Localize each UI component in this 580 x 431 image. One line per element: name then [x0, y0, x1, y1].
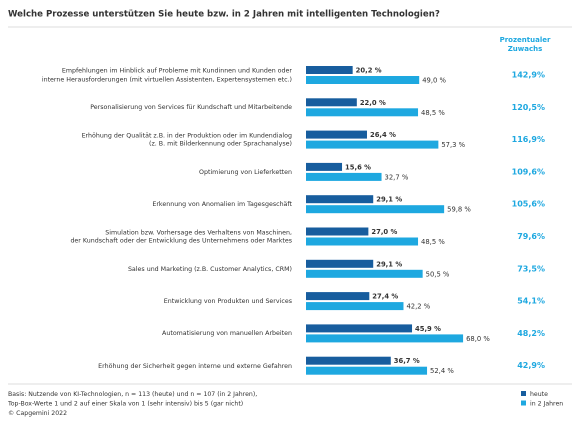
growth-value: 54,1% [517, 297, 545, 306]
value-label: 15,6 % [345, 163, 371, 171]
value-label: 29,1 % [376, 196, 402, 204]
category-label: Automatisierung von manuellen Arbeiten [162, 330, 292, 338]
bar [306, 269, 423, 278]
bar [306, 237, 419, 246]
growth-value: 116,9% [512, 135, 545, 144]
legend-label: in 2 Jahren [530, 401, 563, 408]
category-label: Erhöhung der Sicherheit gegen interne un… [98, 362, 292, 370]
value-label: 57,3 % [441, 141, 465, 149]
bar [306, 98, 357, 107]
value-label: 59,8 % [447, 206, 471, 214]
value-label: 20,2 % [356, 67, 382, 75]
bar [306, 259, 374, 268]
growth-value: 142,9% [512, 71, 545, 80]
growth-value: 48,2% [517, 329, 545, 338]
bar [306, 292, 370, 301]
value-label: 27,4 % [372, 293, 398, 301]
bar [306, 195, 374, 204]
bar [306, 140, 439, 149]
growth-value: 73,5% [517, 264, 545, 273]
bar [306, 108, 419, 117]
category-label: Empfehlungen im Hinblick auf Probleme mi… [41, 67, 292, 84]
value-label: 32,7 % [385, 173, 409, 181]
legend-swatch [521, 391, 526, 396]
bar [306, 76, 420, 84]
value-label: 36,7 % [394, 357, 420, 365]
category-label: Personalisierung von Services für Kundsc… [90, 104, 292, 112]
value-label: 48,5 % [421, 238, 445, 246]
bar [306, 302, 404, 311]
footnote: Top-Box-Werte 1 und 2 auf einer Skala vo… [7, 401, 243, 408]
value-label: 49,0 % [422, 77, 446, 85]
bar [306, 130, 367, 139]
value-label: 26,4 % [370, 131, 396, 139]
bar [306, 334, 464, 343]
category-label: Entwicklung von Produkten und Services [163, 297, 292, 305]
bar [306, 356, 391, 365]
bar [306, 172, 382, 181]
footnote: Basis: Nutzende von KI-Technologien, n =… [8, 391, 257, 398]
bar [306, 162, 343, 171]
category-label: Erkennung von Anomalien im Tagesgeschäft [152, 200, 292, 208]
value-label: 27,0 % [371, 228, 397, 236]
chart-title: Welche Prozesse unterstützen Sie heute b… [8, 10, 440, 20]
category-label: Sales und Marketing (z.B. Customer Analy… [127, 265, 292, 273]
value-label: 42,2 % [406, 303, 430, 311]
bar [306, 66, 353, 74]
value-label: 68,0 % [466, 335, 490, 343]
legend-swatch [521, 400, 526, 406]
value-label: 50,5 % [426, 270, 450, 278]
growth-value: 120,5% [512, 103, 545, 112]
growth-value: 79,6% [517, 232, 545, 241]
value-label: 52,4 % [430, 367, 454, 375]
category-label: Erhöhung der Qualität z.B. in der Produk… [81, 132, 292, 148]
value-label: 48,5 % [421, 109, 445, 117]
value-label: 22,0 % [360, 99, 386, 107]
legend-label: heute [530, 391, 548, 398]
bar [306, 227, 369, 236]
bar [306, 324, 413, 333]
bar [306, 205, 445, 214]
growth-value: 105,6% [512, 200, 545, 209]
category-label: Simulation bzw. Vorhersage des Verhalten… [70, 229, 292, 245]
value-label: 45,9 % [415, 325, 441, 333]
growth-header: Prozentualer Zuwachs [499, 36, 551, 53]
value-label: 29,1 % [376, 260, 402, 268]
footnote: © Capgemini 2022 [8, 409, 67, 417]
category-label: Optimierung von Lieferketten [199, 168, 292, 176]
growth-value: 109,6% [512, 167, 545, 176]
growth-value: 42,9% [517, 361, 545, 370]
bar [306, 366, 428, 375]
